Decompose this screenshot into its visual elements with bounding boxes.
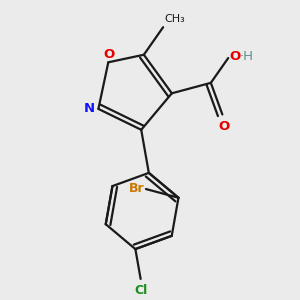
- Text: CH₃: CH₃: [165, 14, 186, 25]
- Text: Cl: Cl: [134, 284, 147, 297]
- Text: O: O: [230, 50, 241, 63]
- Text: O: O: [218, 119, 229, 133]
- Text: N: N: [83, 102, 94, 115]
- Text: O: O: [104, 48, 115, 62]
- Text: ·H: ·H: [240, 50, 254, 63]
- Text: Br: Br: [129, 182, 144, 194]
